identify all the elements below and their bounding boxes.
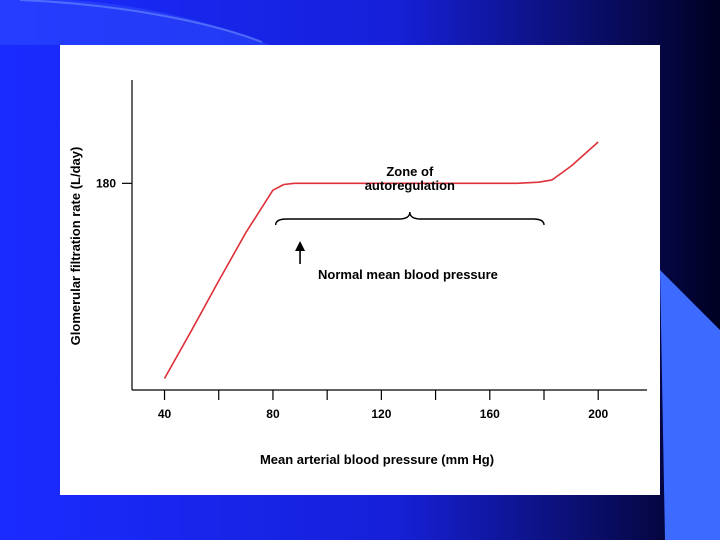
normal-pressure-label: Normal mean blood pressure xyxy=(318,267,498,282)
zone-label-line2: autoregulation xyxy=(365,178,455,193)
x-tick-label: 80 xyxy=(266,407,280,421)
chart-series xyxy=(163,141,599,379)
y-tick-label: 180 xyxy=(96,176,116,190)
x-tick-label: 200 xyxy=(588,407,608,421)
normal-pressure-arrow-head xyxy=(295,241,306,251)
x-tick-label: 120 xyxy=(371,407,391,421)
corner-accent-shape xyxy=(660,270,720,540)
x-tick-label: 40 xyxy=(158,407,172,421)
chart-tick-labels: 40 80 120 160 200 180 xyxy=(96,176,609,421)
y-axis-label: Glomerular filtration rate (L/day) xyxy=(68,147,83,346)
top-swoosh-highlight xyxy=(19,0,263,43)
chart-ticks xyxy=(122,182,599,400)
chart-panel: 40 80 120 160 200 180 Zone of autoregulation No… xyxy=(60,45,660,495)
x-tick-label: 160 xyxy=(480,407,500,421)
top-swoosh-shape xyxy=(0,0,270,45)
x-axis-label: Mean arterial blood pressure (mm Hg) xyxy=(260,452,494,467)
autoregulation-brace xyxy=(274,211,545,226)
chart-axes xyxy=(131,80,647,391)
gfr-curve xyxy=(163,141,599,379)
zone-label-line1: Zone of xyxy=(386,164,434,179)
